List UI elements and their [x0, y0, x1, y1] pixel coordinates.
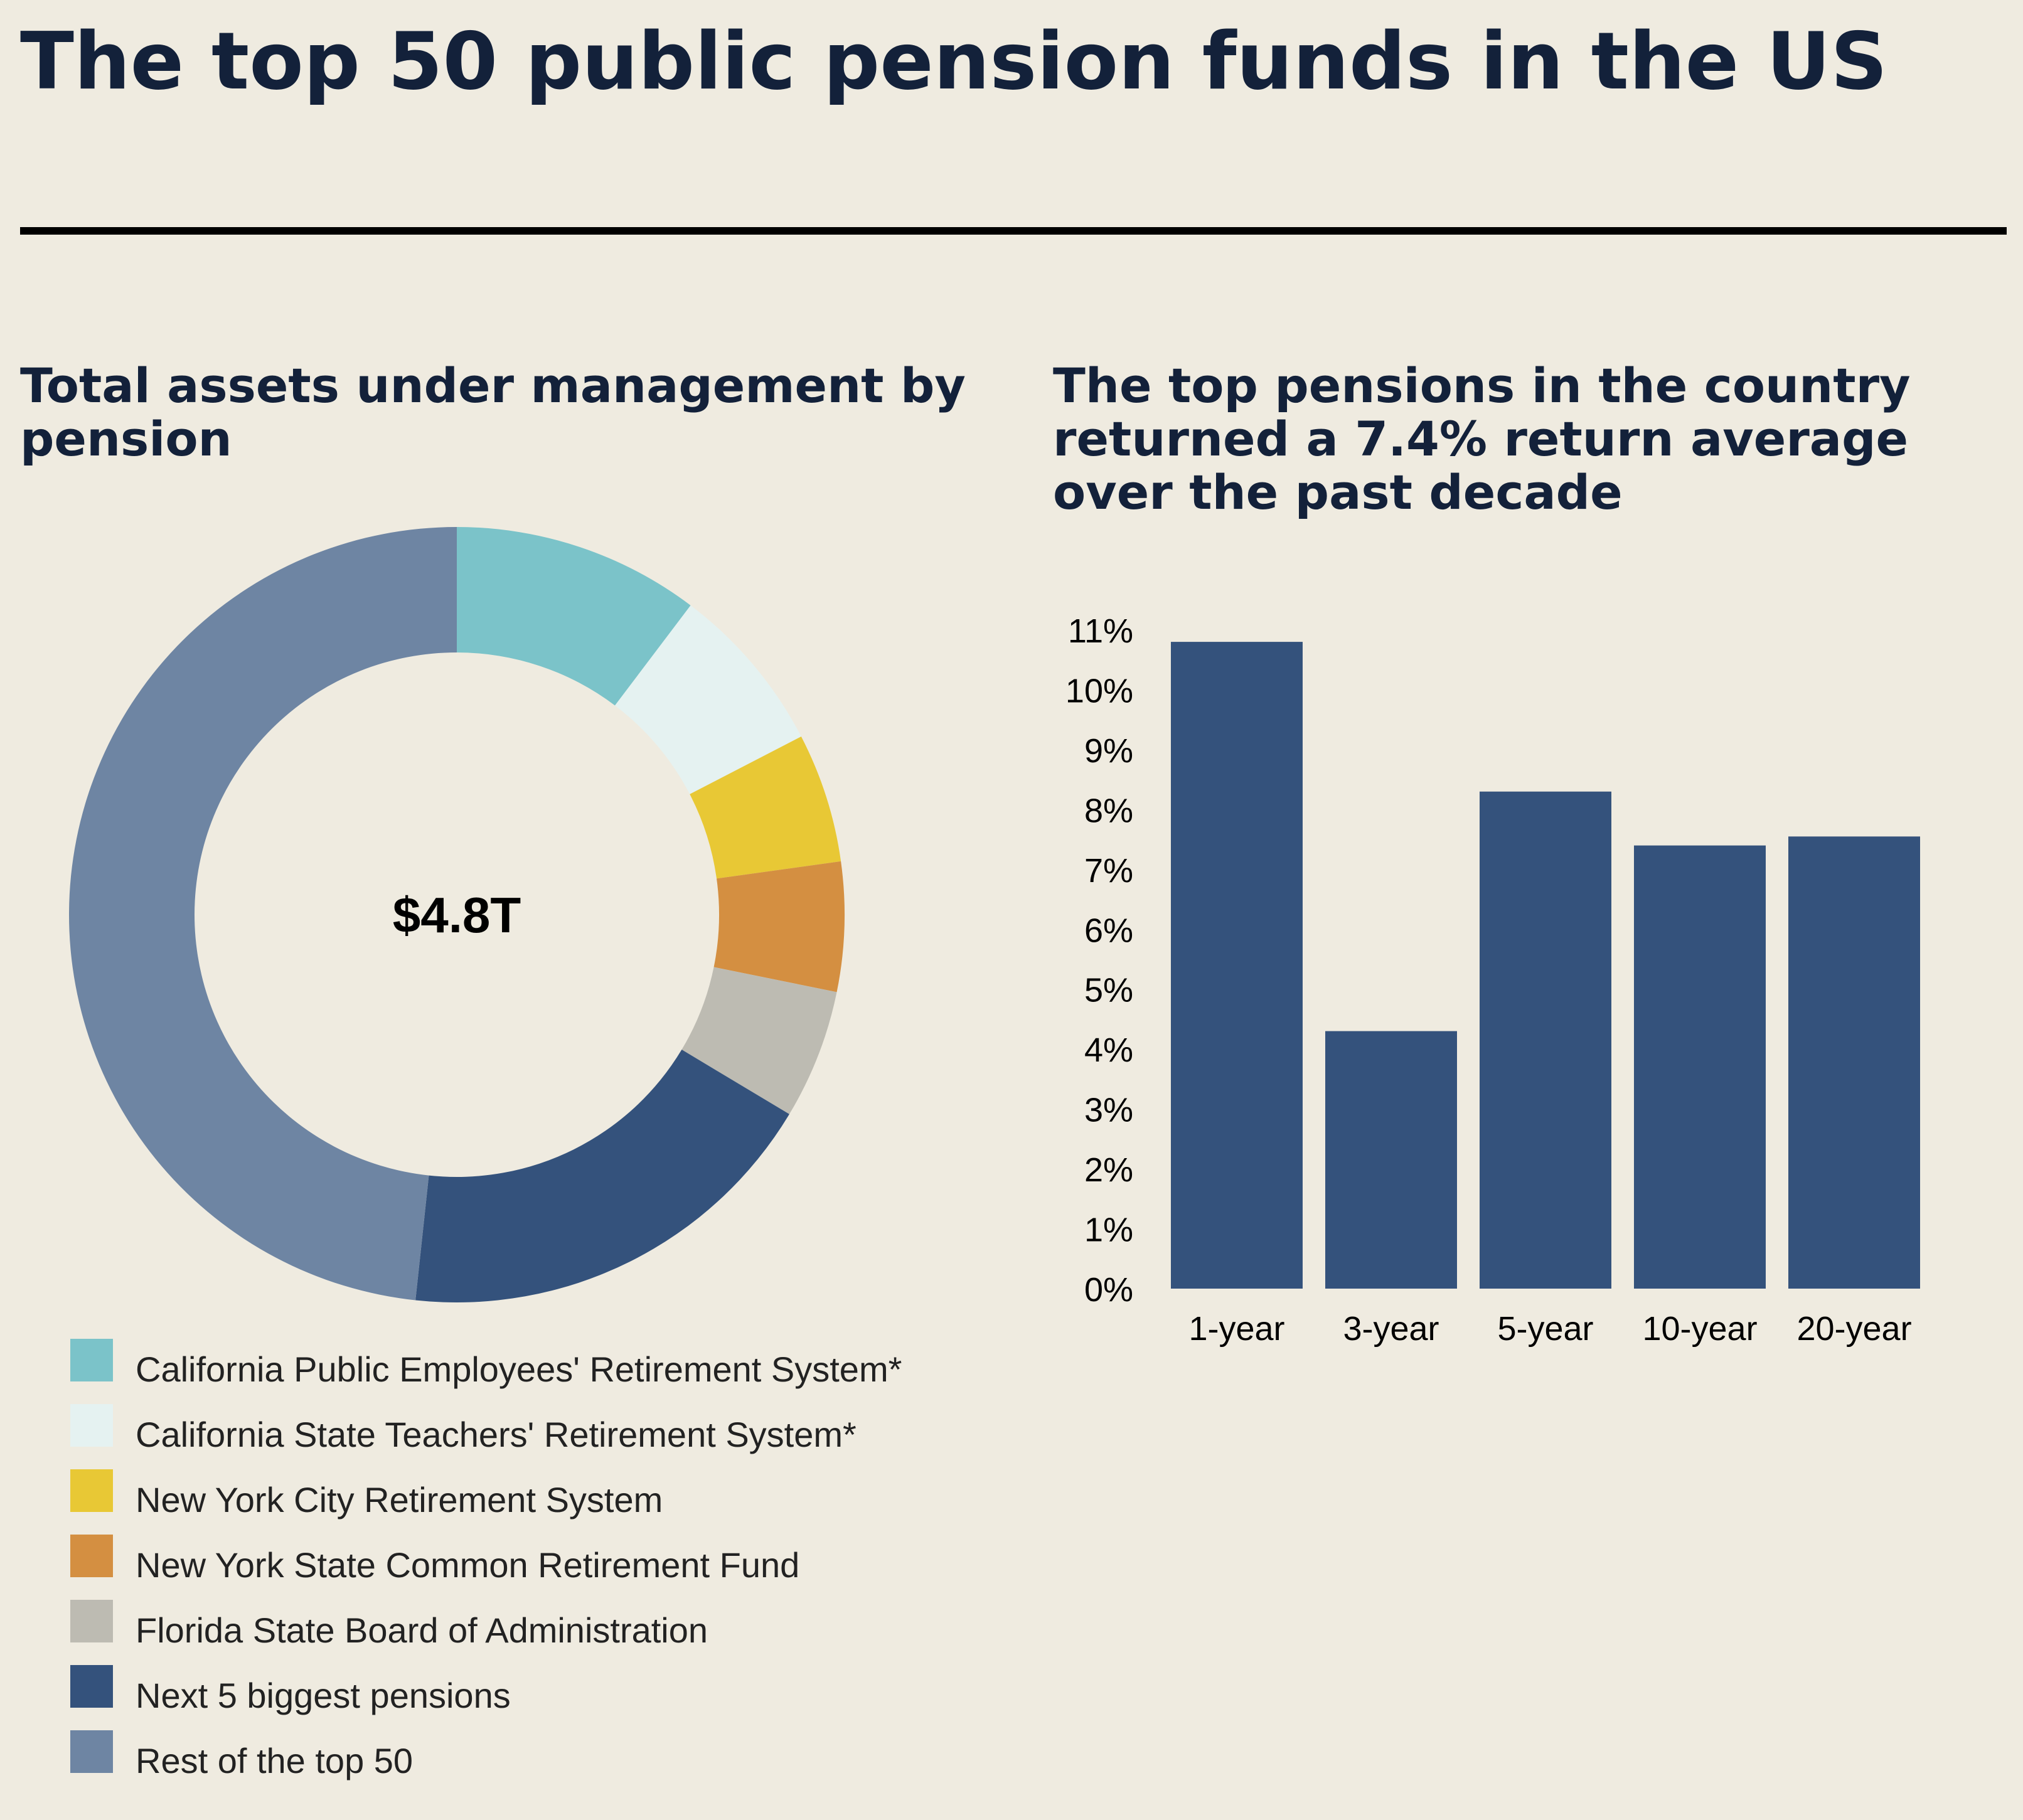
- legend-item: California Public Employees' Retirement …: [70, 1339, 999, 1389]
- y-tick-label: 11%: [1068, 612, 1133, 650]
- legend-swatch: [70, 1665, 113, 1708]
- title-divider: [20, 227, 2007, 235]
- donut-slice: [615, 605, 801, 794]
- legend-swatch: [70, 1535, 113, 1577]
- donut-center-label: $4.8T: [393, 887, 521, 943]
- legend-item: California State Teachers' Retirement Sy…: [70, 1404, 999, 1454]
- legend-swatch: [70, 1404, 113, 1447]
- donut-slice: [681, 967, 837, 1114]
- legend-swatch: [70, 1600, 113, 1642]
- legend-item: New York State Common Retirement Fund: [70, 1535, 999, 1585]
- legend-item: Rest of the top 50: [70, 1730, 999, 1780]
- legend-label: Rest of the top 50: [136, 1741, 414, 1780]
- legend-label: California Public Employees' Retirement …: [136, 1349, 902, 1389]
- donut-slice: [457, 527, 691, 706]
- legend-label: Florida State Board of Administration: [136, 1610, 708, 1650]
- y-tick-label: 9%: [1084, 732, 1133, 770]
- y-tick-label: 8%: [1084, 792, 1133, 829]
- legend-label: New York City Retirement System: [136, 1480, 663, 1519]
- y-tick-label: 2%: [1084, 1151, 1133, 1189]
- legend-swatch: [70, 1730, 113, 1773]
- x-tick-label: 5-year: [1497, 1310, 1593, 1348]
- legend-label: New York State Common Retirement Fund: [136, 1545, 800, 1585]
- y-tick-label: 4%: [1084, 1031, 1133, 1069]
- donut-legend: California Public Employees' Retirement …: [70, 1339, 999, 1796]
- donut-slice: [415, 1050, 789, 1302]
- bar: [1171, 642, 1303, 1289]
- y-tick-label: 1%: [1084, 1211, 1133, 1249]
- y-tick-label: 6%: [1084, 912, 1133, 949]
- x-tick-label: 10-year: [1642, 1310, 1757, 1348]
- x-tick-label: 20-year: [1796, 1310, 1911, 1348]
- y-tick-label: 0%: [1084, 1271, 1133, 1309]
- y-tick-label: 10%: [1065, 672, 1133, 710]
- y-tick-label: 3%: [1084, 1092, 1133, 1129]
- bar: [1788, 836, 1920, 1289]
- page-title: The top 50 public pension funds in the U…: [20, 15, 1888, 107]
- bar-chart-title: The top pensions in the country returned…: [1053, 358, 1911, 520]
- bar: [1634, 845, 1766, 1289]
- legend-item: New York City Retirement System: [70, 1469, 999, 1519]
- bar: [1480, 791, 1611, 1289]
- donut-chart-title: Total assets under management by pension: [20, 358, 966, 467]
- donut-slice: [69, 527, 457, 1301]
- legend-label: Next 5 biggest pensions: [136, 1676, 511, 1715]
- donut-slice: [690, 736, 841, 879]
- legend-swatch: [70, 1469, 113, 1512]
- y-tick-label: 5%: [1084, 972, 1133, 1009]
- legend-label: California State Teachers' Retirement Sy…: [136, 1415, 857, 1454]
- y-tick-label: 7%: [1084, 852, 1133, 890]
- bar: [1325, 1031, 1457, 1289]
- legend-swatch: [70, 1339, 113, 1381]
- x-tick-label: 3-year: [1343, 1310, 1439, 1348]
- donut-slice: [713, 861, 845, 992]
- legend-item: Florida State Board of Administration: [70, 1600, 999, 1650]
- legend-item: Next 5 biggest pensions: [70, 1665, 999, 1715]
- x-tick-label: 1-year: [1188, 1310, 1284, 1348]
